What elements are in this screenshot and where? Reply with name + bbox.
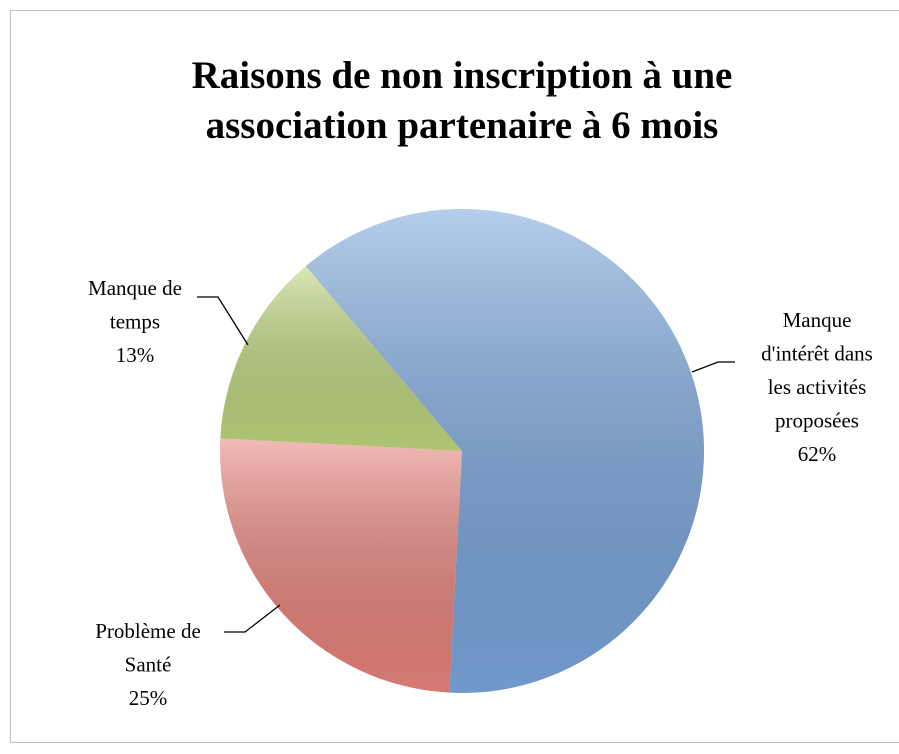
slice-label: Manque d'intérêt dans les activités proposé… bbox=[761, 308, 873, 433]
slice-value-label: 13% bbox=[116, 343, 155, 367]
chart-title: Raisons de non inscription à une associat… bbox=[192, 54, 733, 147]
slice-label: Manque de temps bbox=[88, 276, 182, 334]
pie bbox=[219, 208, 704, 693]
leader-line bbox=[691, 361, 735, 373]
slice-value-label: 25% bbox=[129, 686, 168, 710]
slice-value-label: 62% bbox=[798, 442, 837, 466]
slice-label: Problème de Santé bbox=[95, 619, 201, 677]
leader-line bbox=[197, 296, 249, 346]
leader-line bbox=[224, 604, 281, 633]
